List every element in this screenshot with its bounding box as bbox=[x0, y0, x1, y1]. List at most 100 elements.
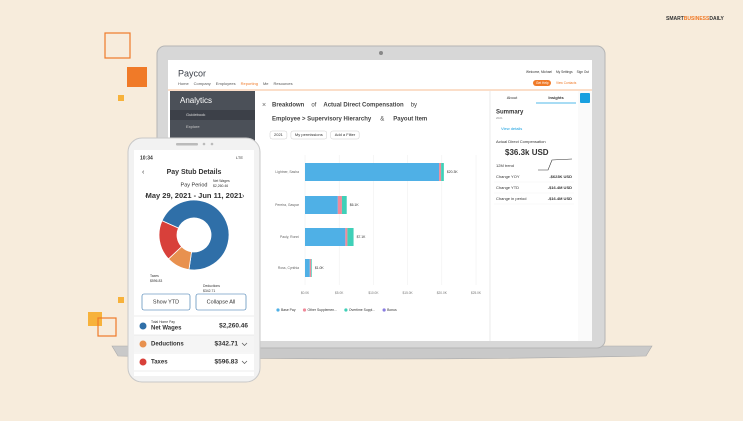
breakdown-word: Breakdown bbox=[272, 103, 305, 109]
user-link[interactable]: Welcome, Michael bbox=[526, 70, 552, 74]
category-label: Pereira, Gaspar bbox=[275, 203, 300, 207]
nav-item[interactable]: Me bbox=[263, 81, 269, 86]
row-value: $596.83 bbox=[215, 359, 239, 366]
row-value: -$16.4M USD bbox=[548, 185, 572, 190]
row-label: Change YOY bbox=[496, 174, 520, 179]
category-label: Pauly, Ronni bbox=[280, 235, 299, 239]
row-label: Change in period bbox=[496, 196, 526, 201]
filter-pill[interactable] bbox=[330, 130, 360, 140]
chevron[interactable] bbox=[241, 360, 248, 364]
bar-segment bbox=[341, 196, 347, 214]
nav-item[interactable]: Employees bbox=[216, 81, 236, 86]
period-label: Pay Period bbox=[181, 182, 208, 188]
filter-pill[interactable] bbox=[290, 130, 327, 140]
bar-segment bbox=[441, 163, 444, 181]
row-label: Change YTD bbox=[496, 185, 519, 190]
filter-pill[interactable] bbox=[269, 130, 288, 140]
x-tick-label: $10.0K bbox=[368, 291, 379, 295]
x-tick-label: $15.0K bbox=[403, 291, 414, 295]
trend-label: 12M trend bbox=[496, 163, 514, 168]
next[interactable]: › bbox=[242, 193, 245, 200]
donut-label: Net Wages bbox=[213, 179, 230, 183]
button[interactable] bbox=[195, 293, 247, 311]
button-label[interactable]: Show YTD bbox=[153, 299, 179, 305]
decor bbox=[88, 32, 147, 337]
bar-segment bbox=[305, 228, 346, 246]
filter-label[interactable]: My permissions bbox=[295, 132, 323, 137]
x-tick-label: $5.0K bbox=[335, 291, 344, 295]
row-dot bbox=[139, 340, 147, 348]
bar-segment bbox=[439, 163, 442, 181]
donut-label: Deductions bbox=[203, 284, 220, 288]
bar-segment bbox=[305, 163, 440, 181]
row-dot bbox=[139, 358, 147, 366]
tab[interactable]: Insights bbox=[548, 95, 564, 100]
donut-value: $596.83 bbox=[150, 279, 162, 283]
tab[interactable]: About bbox=[507, 95, 518, 100]
x-tick-label: $20.0K bbox=[437, 291, 448, 295]
row-label: Taxes bbox=[151, 360, 168, 366]
bar-segment bbox=[309, 259, 312, 277]
sidebar-item[interactable]: Explore bbox=[186, 124, 200, 129]
period: May 29, 2021 - Jun 11, 2021 bbox=[146, 191, 243, 200]
sparkline bbox=[538, 158, 573, 171]
category-label: Ross, Cynthia bbox=[278, 266, 299, 270]
button-label[interactable]: Collapse All bbox=[207, 299, 236, 305]
close[interactable]: × bbox=[262, 102, 266, 109]
filter-label[interactable]: Add a Filter bbox=[335, 132, 356, 137]
bar-segment bbox=[345, 228, 348, 246]
row-caption: Total Home Pay bbox=[151, 320, 175, 324]
user-link[interactable]: My Settings bbox=[556, 70, 573, 74]
row-label: Deductions bbox=[151, 342, 184, 348]
donut-label: Taxes bbox=[150, 274, 159, 278]
legend-label: Bonus bbox=[387, 308, 397, 312]
prev[interactable]: ‹ bbox=[145, 193, 148, 200]
back[interactable]: ‹ bbox=[142, 169, 145, 176]
camera bbox=[379, 51, 383, 55]
chevron[interactable] bbox=[241, 342, 248, 346]
row-value: -$16.4M USD bbox=[548, 196, 572, 201]
legend-swatch bbox=[276, 308, 280, 312]
legend-swatch bbox=[382, 308, 386, 312]
legend-label: Overtime Suppl... bbox=[349, 308, 375, 312]
action[interactable]: Get Help bbox=[536, 81, 549, 85]
brand: SMARTBUSINESSDAILY bbox=[666, 16, 725, 22]
sidebar-item[interactable]: Guidebook bbox=[186, 112, 205, 117]
breakdown-word: Payout Item bbox=[393, 117, 427, 123]
x-tick-label: $0.0K bbox=[301, 291, 310, 295]
bar-segment bbox=[305, 259, 310, 277]
filter-label[interactable]: 2021 bbox=[274, 132, 284, 137]
bar-segment bbox=[305, 196, 338, 214]
row-dot bbox=[139, 322, 147, 330]
row-value: $2,260.46 bbox=[219, 323, 248, 330]
panel-subtitle: 2021 bbox=[496, 116, 503, 120]
value-label: $1.0K bbox=[315, 266, 325, 270]
action[interactable]: View Contacts bbox=[556, 81, 577, 85]
nav-item[interactable]: Resources bbox=[274, 81, 293, 86]
nav-item[interactable]: Company bbox=[194, 81, 211, 86]
nav-item[interactable]: Home bbox=[178, 81, 189, 86]
value-label: $20.3K bbox=[447, 170, 458, 174]
panel-title: Summary bbox=[496, 110, 524, 116]
button[interactable] bbox=[141, 293, 191, 311]
status-time: 10:34 bbox=[140, 155, 153, 161]
legend-swatch bbox=[302, 308, 307, 312]
breakdown-word: Actual Direct Compensation bbox=[323, 103, 404, 109]
phone-title: Pay Stub Details bbox=[167, 169, 222, 176]
donut-slice bbox=[158, 220, 183, 260]
legend-swatch bbox=[344, 308, 348, 312]
user-link[interactable]: Sign Out bbox=[577, 70, 590, 74]
row-label: Net Wages bbox=[151, 326, 182, 332]
bar-segment bbox=[337, 196, 342, 214]
value-label: $7.1K bbox=[357, 235, 367, 239]
row-value: -$623K USD bbox=[549, 174, 572, 179]
x-tick-label: $25.0K bbox=[471, 291, 482, 295]
view-details[interactable]: View details bbox=[501, 126, 522, 131]
breakdown-word: Employee > Supervisory Hierarchy bbox=[272, 117, 372, 123]
donut-value: $2,260.46 bbox=[213, 184, 228, 188]
category-label: Lightner, Sasha bbox=[275, 170, 299, 174]
nav-item[interactable]: Reporting bbox=[241, 81, 258, 86]
donut-value: $342.71 bbox=[203, 289, 215, 293]
sidebar-title: Analytics bbox=[180, 96, 212, 105]
